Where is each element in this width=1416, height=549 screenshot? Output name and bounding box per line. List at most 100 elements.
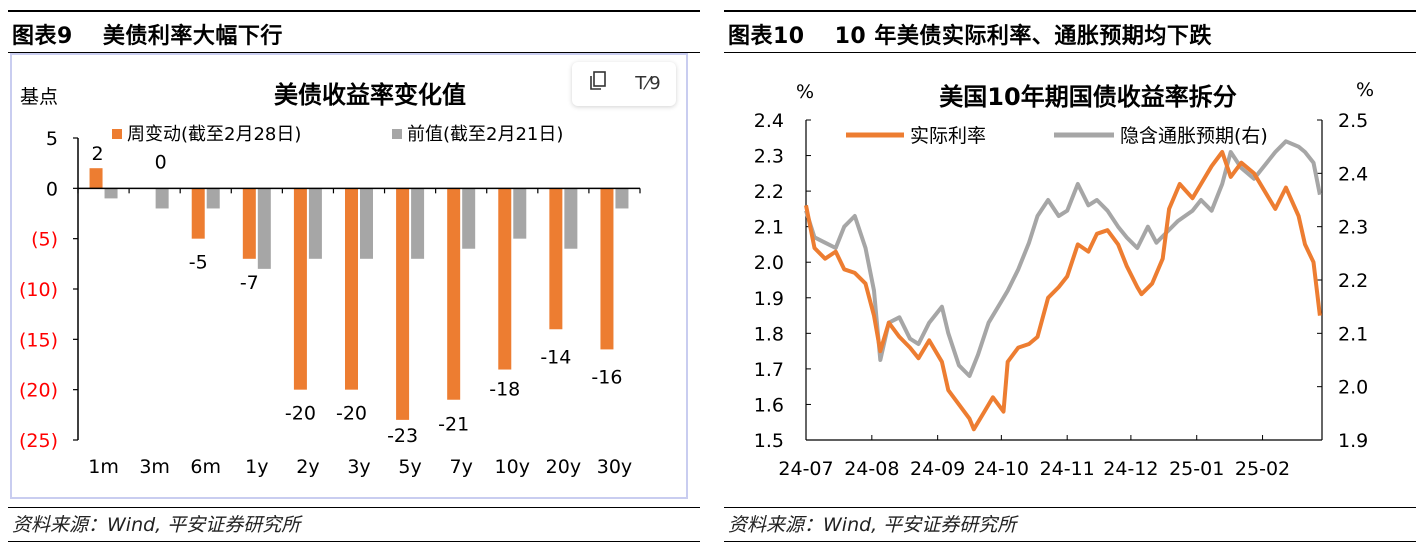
bar-weekly — [447, 188, 461, 400]
x-tick-label: 1m — [88, 456, 119, 478]
source-rule — [8, 507, 700, 508]
bar-previous — [564, 188, 578, 249]
bar-weekly — [600, 188, 614, 350]
bar-weekly — [396, 188, 410, 420]
y-tick-label-left: 1.9 — [754, 288, 784, 310]
x-tick-label: 25-01 — [1169, 458, 1224, 480]
bar-data-label: -20 — [285, 403, 316, 425]
x-tick-label: 3y — [347, 456, 370, 478]
chart-title: 美债收益率变化值 — [274, 81, 466, 109]
source-note: 资料来源：Wind, 平安证券研究所 — [12, 514, 301, 536]
y-axis-unit-label: 基点 — [20, 86, 58, 108]
y-tick-label-right: 1.9 — [1338, 430, 1368, 452]
bar-data-label: -5 — [189, 252, 208, 274]
y-tick-label-right: 2.4 — [1338, 163, 1368, 185]
y-tick-label-right: 2.5 — [1338, 110, 1368, 132]
figure-title: 图表9 美债利率大幅下行 — [12, 18, 283, 50]
y-tick-label-right: 2.1 — [1338, 323, 1368, 345]
y-tick-label-left: 2.3 — [754, 146, 784, 168]
bar-data-label: -18 — [489, 379, 520, 401]
legend-label-real-rate: 实际利率 — [910, 125, 986, 147]
bar-weekly — [89, 168, 103, 189]
bar-data-label: -7 — [240, 272, 259, 294]
x-tick-label: 7y — [450, 456, 473, 478]
legend-label-weekly: 周变动(截至2月28日) — [127, 124, 301, 145]
x-tick-label: 24-09 — [910, 458, 965, 480]
bar-data-label: 2 — [92, 143, 104, 165]
x-tick-label: 3m — [139, 456, 170, 478]
y-tick-label-right: 2.0 — [1338, 377, 1368, 399]
x-tick-label: 2y — [296, 456, 319, 478]
bar-data-label: 0 — [155, 151, 167, 173]
y-axis-left-unit: % — [796, 81, 814, 103]
chart-toolbar: T⁄9 — [572, 62, 676, 106]
bar-weekly — [191, 188, 205, 239]
bar-weekly — [549, 188, 563, 330]
y-tick-label: 5 — [46, 128, 58, 150]
text-format-icon[interactable]: T⁄9 — [635, 73, 661, 94]
figure-caption: 10 年美债实际利率、通胀预期均下跌 — [834, 24, 1212, 49]
x-tick-label: 25-02 — [1235, 458, 1290, 480]
y-tick-label-right: 2.3 — [1338, 217, 1368, 239]
y-tick-label: (25) — [19, 430, 58, 452]
y-tick-label-left: 2.2 — [754, 181, 784, 203]
bar-previous — [513, 188, 527, 239]
x-tick-label: 24-08 — [844, 458, 899, 480]
title-rule — [8, 52, 700, 53]
copy-icon[interactable] — [584, 70, 612, 98]
bar-weekly — [345, 188, 358, 390]
bar-previous — [257, 188, 271, 269]
bar-previous — [206, 188, 220, 209]
x-tick-label: 10y — [495, 456, 530, 478]
right-figure-panel: 图表10 10 年美债实际利率、通胀预期均下跌 美国10年期国债收益率拆分%% 2.… — [716, 0, 1416, 549]
title-rule — [724, 52, 1416, 53]
y-tick-label-left: 2.4 — [754, 110, 784, 132]
x-tick-label: 20y — [546, 456, 581, 478]
chart-title: 美国10年期国债收益率拆分 — [939, 83, 1236, 111]
y-tick-label: (15) — [19, 329, 58, 351]
legend-swatch-previous — [392, 129, 402, 139]
y-tick-label-left: 1.6 — [754, 394, 784, 416]
bar-data-label: -20 — [336, 403, 367, 425]
x-tick-label: 1y — [245, 456, 268, 478]
bar-previous — [308, 188, 322, 259]
y-tick-label: (5) — [31, 229, 58, 251]
figure-title: 图表10 10 年美债实际利率、通胀预期均下跌 — [728, 18, 1212, 50]
bottom-rule — [724, 541, 1416, 542]
figure-caption: 美债利率大幅下行 — [102, 24, 283, 49]
chart-selection-frame[interactable] — [10, 53, 688, 499]
bar-previous — [155, 188, 169, 209]
y-tick-label-right: 2.2 — [1338, 270, 1368, 292]
y-tick-label-left: 2.1 — [754, 217, 784, 239]
legend-swatch-weekly — [112, 129, 122, 139]
figure-number: 图表10 — [728, 24, 805, 49]
bar-weekly — [498, 188, 512, 370]
bar-previous — [462, 188, 476, 249]
top-rule — [724, 10, 1416, 12]
y-tick-label: (20) — [19, 380, 58, 402]
bar-previous — [104, 188, 118, 199]
y-tick-label-left: 1.7 — [754, 359, 784, 381]
bar-data-label: -14 — [540, 346, 571, 368]
y-tick-label: 0 — [46, 178, 58, 200]
bar-previous — [615, 188, 629, 209]
legend-label-inflation: 隐含通胀预期(右) — [1120, 125, 1268, 147]
x-tick-label: 6m — [190, 456, 221, 478]
y-tick-label-left: 1.8 — [754, 323, 784, 345]
figure-number: 图表9 — [12, 24, 73, 49]
source-rule — [724, 507, 1416, 508]
bar-previous — [360, 188, 373, 259]
x-tick-label: 5y — [398, 456, 421, 478]
bar-weekly — [242, 188, 256, 259]
bar-weekly — [293, 188, 307, 390]
y-axis-right-unit: % — [1356, 79, 1374, 101]
bar-data-label: -21 — [438, 414, 469, 436]
x-tick-label: 24-11 — [1040, 458, 1095, 480]
left-figure-panel: 图表9 美债利率大幅下行 美债收益率变化值 基点 周变动(截至2月28日) 前值(截至2… — [0, 0, 700, 549]
x-tick-label: 24-07 — [778, 458, 833, 480]
bar-previous — [411, 188, 425, 259]
source-note: 资料来源：Wind, 平安证券研究所 — [728, 514, 1017, 536]
x-tick-label: 24-12 — [1103, 458, 1158, 480]
bottom-rule — [8, 541, 700, 542]
